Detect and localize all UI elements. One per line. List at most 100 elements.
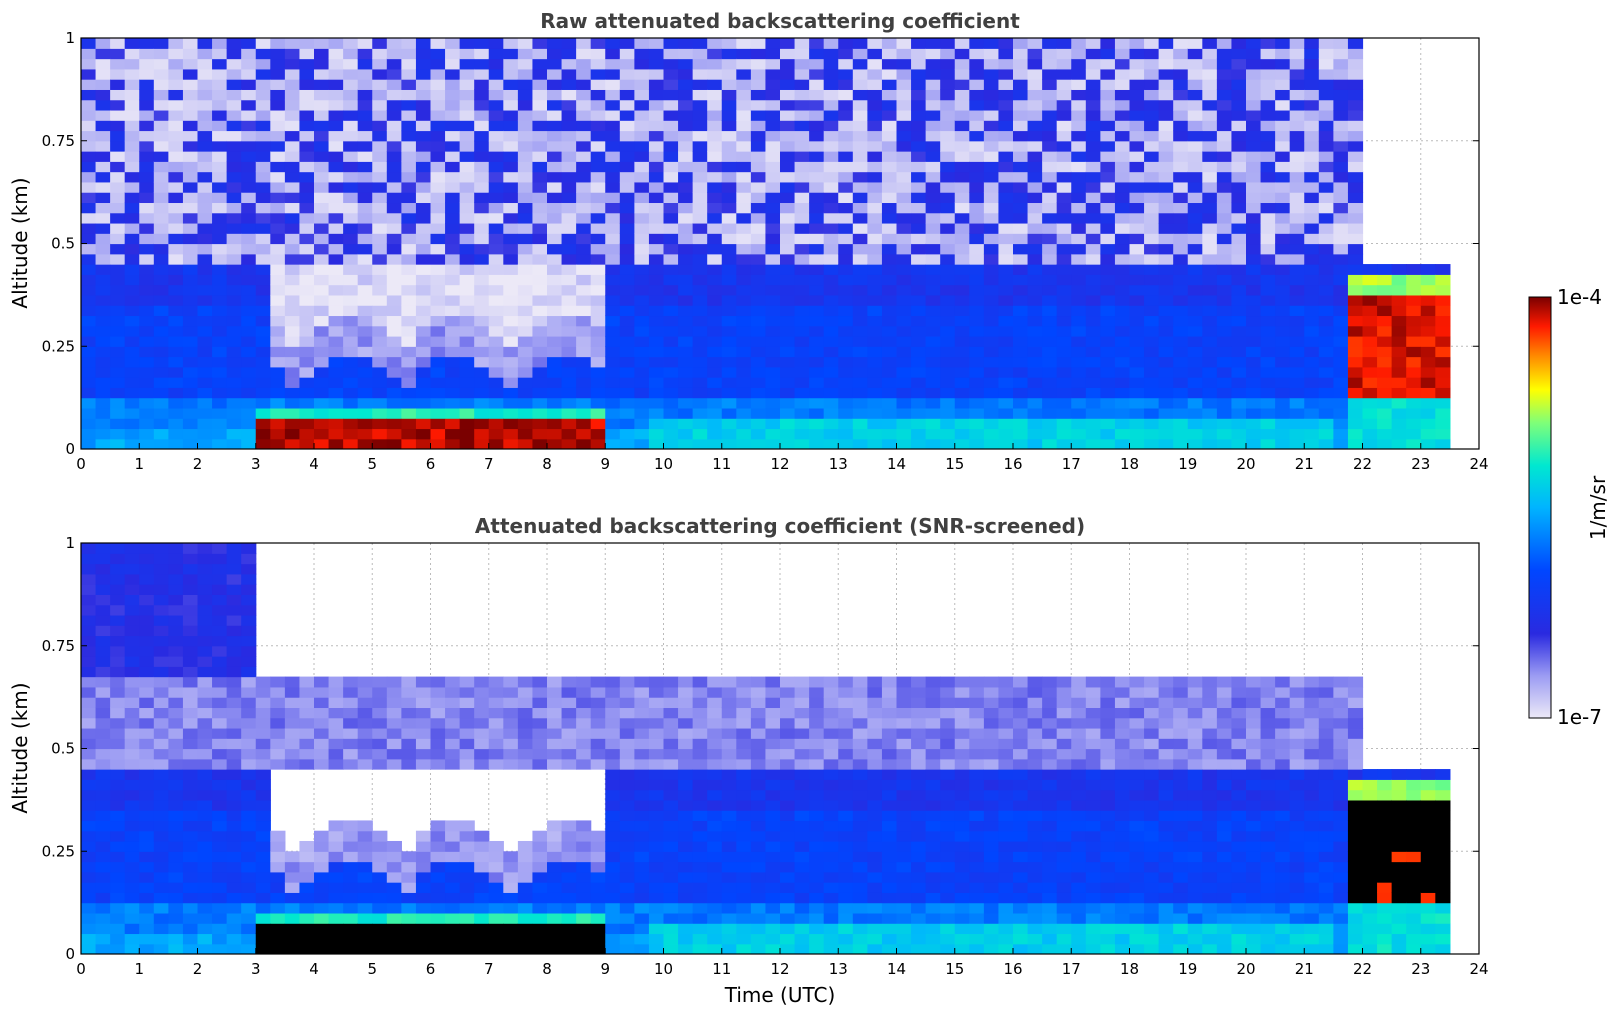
heatmap-cell xyxy=(1289,243,1305,255)
heatmap-cell xyxy=(634,912,650,924)
heatmap-cell xyxy=(940,38,956,49)
heatmap-cell xyxy=(809,377,825,388)
heatmap-cell xyxy=(721,181,737,193)
heatmap-cell xyxy=(1231,325,1247,337)
heatmap-cell xyxy=(532,943,548,954)
heatmap-cell xyxy=(357,840,373,852)
heatmap-cell xyxy=(182,120,199,132)
heatmap-cell xyxy=(619,38,635,49)
heatmap-cell xyxy=(1246,89,1262,101)
heatmap-cell xyxy=(911,315,927,327)
heatmap-cell xyxy=(998,305,1014,317)
heatmap-cell xyxy=(619,871,635,883)
heatmap-cell xyxy=(503,222,519,234)
heatmap-cell xyxy=(881,181,898,193)
heatmap-cell xyxy=(1056,233,1072,245)
heatmap-cell xyxy=(328,748,344,760)
heatmap-cell xyxy=(1056,377,1072,388)
heatmap-cell xyxy=(81,243,97,255)
heatmap-cell xyxy=(212,120,228,132)
heatmap-cell xyxy=(911,48,927,60)
heatmap-cell xyxy=(372,840,388,852)
heatmap-cell xyxy=(1304,397,1320,409)
heatmap-cell xyxy=(678,305,694,317)
heatmap-cell xyxy=(1071,294,1087,306)
heatmap-cell xyxy=(445,861,461,873)
heatmap-cell xyxy=(284,233,301,245)
heatmap-cell xyxy=(328,274,344,286)
heatmap-cell xyxy=(1013,58,1029,70)
heatmap-cell xyxy=(1129,366,1145,378)
heatmap-cell xyxy=(415,305,432,317)
heatmap-cell xyxy=(415,686,432,698)
heatmap-cell xyxy=(663,418,679,430)
heatmap-cell xyxy=(663,933,679,945)
heatmap-cell xyxy=(1100,356,1116,368)
heatmap-cell xyxy=(197,861,213,873)
heatmap-cell xyxy=(634,202,650,214)
heatmap-cell xyxy=(721,171,737,183)
heatmap-cell xyxy=(241,294,257,306)
heatmap-cell xyxy=(663,140,679,152)
heatmap-cell xyxy=(998,171,1014,183)
heatmap-cell xyxy=(343,717,359,729)
heatmap-cell xyxy=(707,418,723,430)
heatmap-cell xyxy=(1420,264,1436,275)
heatmap-cell xyxy=(124,614,140,626)
heatmap-cell xyxy=(153,274,169,286)
heatmap-cell xyxy=(357,851,373,863)
heatmap-cell xyxy=(168,171,184,183)
heatmap-cell xyxy=(619,923,635,935)
heatmap-cell xyxy=(576,325,592,337)
heatmap-cell xyxy=(750,58,767,70)
heatmap-cell xyxy=(852,140,868,152)
heatmap-cell xyxy=(517,264,534,275)
heatmap-cell xyxy=(619,243,635,255)
heatmap-cell xyxy=(576,305,592,317)
heatmap-cell xyxy=(95,861,111,873)
heatmap-cell xyxy=(838,233,854,245)
heatmap-cell xyxy=(1056,181,1072,193)
heatmap-cell xyxy=(81,161,97,173)
heatmap-cell xyxy=(401,851,417,863)
heatmap-cell xyxy=(1056,120,1072,132)
heatmap-cell xyxy=(386,58,402,70)
heatmap-cell xyxy=(1289,397,1305,409)
heatmap-cell xyxy=(503,264,519,275)
heatmap-cell xyxy=(474,407,490,419)
heatmap-cell xyxy=(547,861,563,873)
heatmap-cell xyxy=(1406,346,1422,358)
heatmap-cell xyxy=(459,38,475,49)
heatmap-cell xyxy=(81,438,97,449)
heatmap-cell xyxy=(488,748,504,760)
heatmap-cell xyxy=(998,335,1014,347)
heatmap-cell xyxy=(1391,377,1407,388)
heatmap-cell xyxy=(590,315,606,327)
heatmap-cell xyxy=(95,717,111,729)
heatmap-cell xyxy=(386,335,402,347)
heatmap-cell xyxy=(619,222,635,234)
heatmap-cell xyxy=(153,438,169,449)
heatmap-cell xyxy=(1289,253,1305,265)
heatmap-cell xyxy=(838,366,854,378)
heatmap-cell xyxy=(270,68,286,80)
heatmap-cell xyxy=(197,38,213,49)
heatmap-cell xyxy=(1202,305,1218,317)
heatmap-cell xyxy=(1406,325,1422,337)
heatmap-cell xyxy=(838,120,854,132)
heatmap-cell xyxy=(561,356,577,368)
heatmap-cell xyxy=(488,109,504,121)
heatmap-cell xyxy=(488,686,504,698)
heatmap-cell xyxy=(1275,233,1291,245)
heatmap-cell xyxy=(954,418,970,430)
heatmap-cell xyxy=(1246,58,1262,70)
heatmap-cell xyxy=(445,676,461,688)
heatmap-cell xyxy=(619,738,635,750)
heatmap-cell xyxy=(110,366,126,378)
heatmap-cell xyxy=(648,222,665,234)
heatmap-cell xyxy=(969,305,985,317)
heatmap-cell xyxy=(532,707,548,719)
heatmap-cell xyxy=(299,233,315,245)
heatmap-cell xyxy=(401,243,417,255)
heatmap-cell xyxy=(1391,315,1407,327)
